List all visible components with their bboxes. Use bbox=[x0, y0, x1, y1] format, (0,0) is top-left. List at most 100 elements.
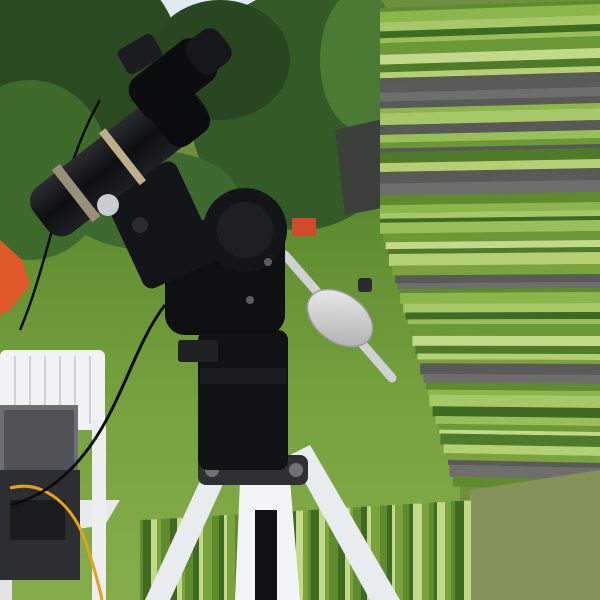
vertical-stripe bbox=[325, 508, 329, 600]
counterweight-assembly bbox=[280, 250, 397, 383]
vertical-stripe bbox=[329, 508, 338, 600]
stretch-stripe bbox=[420, 363, 600, 375]
stretch-stripe bbox=[446, 453, 600, 463]
stretch-stripe bbox=[380, 36, 600, 56]
stretch-stripe bbox=[380, 0, 600, 12]
vertical-stripe bbox=[422, 503, 429, 600]
stretch-stripe bbox=[395, 274, 600, 284]
stretch-stripe bbox=[383, 231, 600, 243]
stretch-stripe bbox=[380, 216, 600, 223]
stretch-stripe bbox=[380, 108, 600, 126]
vertical-stripe bbox=[143, 519, 151, 600]
stretch-stripe bbox=[435, 415, 600, 426]
stretch-stripe bbox=[443, 444, 600, 456]
vertical-stripe bbox=[140, 520, 143, 600]
telescope bbox=[29, 28, 232, 237]
stretch-stripe bbox=[412, 335, 600, 346]
vertical-stripe bbox=[303, 510, 308, 600]
stretch-stripe bbox=[380, 202, 600, 214]
stretch-stripe bbox=[380, 168, 600, 179]
stretch-stripe bbox=[439, 429, 600, 436]
vertical-stripe bbox=[193, 516, 199, 600]
stretch-stripe bbox=[380, 220, 600, 234]
mount-head bbox=[103, 161, 287, 335]
stretch-stripe bbox=[392, 264, 600, 276]
vertical-stripe bbox=[224, 514, 227, 600]
stretch-stripe bbox=[380, 24, 600, 39]
stretch-stripe bbox=[380, 96, 600, 109]
stretch-stripe bbox=[380, 103, 600, 114]
stretch-stripe bbox=[397, 282, 600, 290]
stretch-stripe bbox=[380, 72, 600, 83]
stretch-stripe bbox=[380, 130, 600, 143]
stretch-stripe bbox=[380, 175, 600, 184]
vertical-stripe bbox=[219, 515, 224, 600]
stretch-stripe bbox=[380, 159, 600, 173]
vertical-stripe bbox=[185, 517, 193, 600]
vertical-stripe bbox=[451, 501, 455, 600]
tripod bbox=[145, 445, 400, 600]
stretch-stripe bbox=[405, 312, 600, 320]
stretch-stripe bbox=[380, 15, 600, 32]
vertical-stripe bbox=[392, 504, 395, 600]
stretch-stripe bbox=[437, 423, 600, 432]
vertical-stripe bbox=[437, 502, 445, 600]
stretch-stripe bbox=[417, 353, 600, 360]
flower-pot bbox=[292, 218, 316, 236]
stretch-stripe bbox=[432, 406, 600, 418]
stretch-stripe bbox=[380, 148, 600, 164]
vertical-stripe bbox=[464, 500, 471, 600]
stretch-stripe bbox=[380, 48, 600, 65]
stretch-stripe bbox=[403, 303, 600, 313]
vertical-stripe bbox=[203, 516, 212, 600]
mount-cable bbox=[9, 304, 167, 507]
vertical-stripe bbox=[434, 502, 437, 600]
vertical-stripe bbox=[380, 505, 387, 600]
power-cable bbox=[9, 484, 104, 600]
stretch-stripe bbox=[380, 138, 600, 149]
vertical-stripe bbox=[227, 514, 235, 600]
stretch-stripe bbox=[385, 240, 600, 250]
stretch-stripe bbox=[409, 324, 600, 337]
stretch-stripe bbox=[423, 374, 600, 384]
stretch-stripe bbox=[380, 192, 600, 206]
vertical-stripe bbox=[319, 509, 325, 600]
stretch-stripe bbox=[415, 345, 600, 354]
stretch-stripe bbox=[427, 389, 600, 396]
stretch-stripe bbox=[380, 58, 600, 73]
vertical-stripe bbox=[429, 502, 434, 600]
flat-panel bbox=[470, 470, 600, 600]
vertical-stripe bbox=[395, 504, 403, 600]
stretch-stripe bbox=[399, 288, 600, 294]
stretch-stripe bbox=[448, 459, 600, 468]
mount-pier bbox=[178, 330, 288, 470]
vertical-stripe bbox=[199, 516, 203, 600]
stretch-stripe bbox=[440, 433, 600, 447]
stretch-stripe bbox=[429, 394, 600, 408]
vertical-stripe bbox=[157, 518, 161, 600]
vertical-stripe bbox=[212, 515, 219, 600]
vertical-stripe bbox=[151, 519, 157, 600]
stretch-stripe bbox=[425, 382, 600, 391]
stretch-stripe bbox=[388, 252, 600, 266]
dew-heater bbox=[0, 240, 30, 315]
stretch-stripe bbox=[387, 247, 600, 255]
vertical-stripe bbox=[371, 506, 380, 600]
vertical-stripe bbox=[403, 504, 409, 600]
stretch-stripe bbox=[380, 76, 600, 94]
vertical-stripe bbox=[409, 503, 413, 600]
stretch-stripe bbox=[380, 66, 600, 79]
vertical-stripe bbox=[308, 509, 311, 600]
stretch-stripe bbox=[380, 4, 600, 23]
vertical-stripe bbox=[413, 503, 422, 600]
stretch-stripe bbox=[380, 87, 600, 102]
stretch-stripe bbox=[380, 180, 600, 196]
vertical-stripe bbox=[387, 505, 392, 600]
vertical-stripe bbox=[311, 509, 319, 600]
vertical-stripe bbox=[455, 501, 464, 600]
stretch-stripe bbox=[380, 144, 600, 153]
vertical-stripe bbox=[445, 501, 451, 600]
stretch-stripe bbox=[419, 359, 600, 364]
